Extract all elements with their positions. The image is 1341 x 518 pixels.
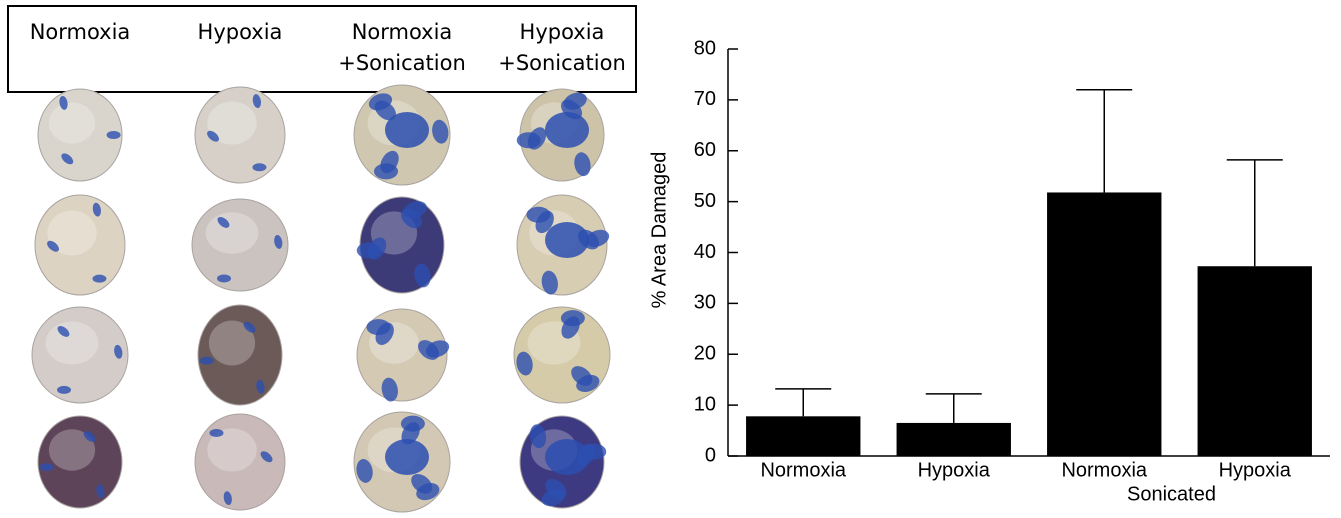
stain [217,274,231,282]
stain [209,429,223,437]
x-tick-label: Hypoxia [1219,459,1292,481]
figure: % Area Damaged Normoxia Hypoxia Normoxia +S… [0,0,1341,518]
y-tick-label: 20 [694,343,716,365]
page: % Area Damaged Normoxia Hypoxia Normoxia +S… [0,0,1341,518]
bar [1047,192,1161,456]
y-axis-label: % Area Damaged [648,152,670,309]
stain [252,163,266,171]
y-tick-label: 70 [694,88,716,110]
bar [1198,266,1312,456]
egg-grid [32,85,612,512]
stain [200,357,214,365]
y-tick-label: 10 [694,393,716,415]
x-tick-label: Normoxia [1061,459,1147,481]
header-box [8,6,636,92]
x-tick-label: Hypoxia [918,459,991,481]
stain [107,131,121,139]
stain [57,386,71,394]
bar [746,416,860,456]
stain [385,439,429,475]
y-tick-label: 50 [694,190,716,212]
column-header: +Sonication [338,51,466,75]
stain [545,439,589,475]
column-header: Normoxia [352,20,453,44]
stain [40,463,54,471]
egg-highlight [49,102,95,143]
egg-highlight [206,212,259,253]
x-tick-label: Normoxia [760,459,846,481]
stain [385,112,429,148]
stain [92,275,106,283]
egg-highlight [46,321,99,364]
group-label: Sonicated [1127,483,1216,505]
y-tick-label: 40 [694,241,716,263]
column-header: +Sonication [498,51,626,75]
column-header: Hypoxia [520,20,605,44]
y-tick-label: 0 [705,444,716,466]
stain [545,222,589,258]
y-tick-label: 30 [694,292,716,314]
bar [897,423,1011,456]
column-header: Normoxia [30,20,131,44]
y-tick-label: 80 [694,37,716,59]
stain [545,112,589,148]
column-header: Hypoxia [198,20,283,44]
y-tick-label: 60 [694,139,716,161]
